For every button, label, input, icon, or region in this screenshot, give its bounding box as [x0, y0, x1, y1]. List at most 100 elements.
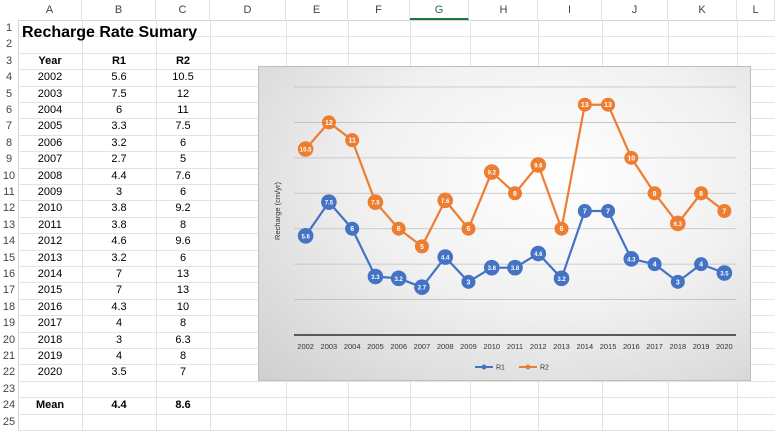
table-cell[interactable]: 3.8 [111, 218, 127, 231]
column-header-b[interactable]: B [82, 0, 156, 20]
column-header-g[interactable]: G [410, 0, 469, 20]
row-header-17[interactable]: 17 [0, 282, 19, 299]
column-header-c[interactable]: C [156, 0, 210, 20]
table-cell[interactable]: 2010 [37, 202, 63, 215]
table-cell[interactable]: 10 [176, 300, 190, 313]
table-cell[interactable]: 2016 [37, 300, 63, 313]
table-cell[interactable]: 2007 [37, 153, 63, 166]
table-cell[interactable]: 3 [115, 333, 123, 346]
row-header-4[interactable]: 4 [0, 69, 19, 86]
row-header-7[interactable]: 7 [0, 118, 19, 135]
table-cell[interactable]: 4 [115, 317, 123, 330]
table-cell[interactable]: 6.3 [175, 333, 191, 346]
table-cell[interactable]: 2003 [37, 87, 63, 100]
table-cell[interactable]: 9.6 [175, 235, 191, 248]
table-cell[interactable]: 4.3 [111, 300, 127, 313]
table-cell[interactable]: 5.6 [111, 71, 127, 84]
table-cell[interactable]: 2002 [37, 71, 63, 84]
table-cell[interactable]: 2009 [37, 186, 63, 198]
row-header-8[interactable]: 8 [0, 134, 19, 152]
column-header-d[interactable]: D [210, 0, 286, 20]
table-cell[interactable]: 2018 [37, 333, 63, 346]
row-header-24[interactable]: 24 [0, 397, 19, 414]
recharge-chart[interactable]: 2002 2003 2004 2005 2006 2007 2008 2009 2010 2011… [258, 66, 751, 381]
row-header-9[interactable]: 9 [0, 151, 19, 168]
table-cell[interactable]: 3.8 [111, 202, 127, 215]
table-cell[interactable]: 2006 [37, 136, 63, 149]
table-cell[interactable]: 12 [176, 87, 190, 100]
table-cell[interactable]: 2011 [38, 218, 62, 231]
table-cell[interactable]: 6 [179, 186, 187, 198]
column-header-k[interactable]: K [668, 0, 737, 20]
table-cell[interactable]: 4.4 [111, 169, 127, 182]
table-cell[interactable]: 8 [179, 350, 187, 362]
header-cell[interactable]: Year [38, 54, 62, 67]
table-cell[interactable]: 7.5 [111, 87, 127, 100]
table-cell[interactable]: 4 [115, 350, 123, 362]
table-cell[interactable]: 2005 [37, 120, 63, 133]
column-header-l[interactable]: L [737, 0, 775, 20]
table-cell[interactable]: 3.3 [111, 120, 127, 133]
row-header-15[interactable]: 15 [0, 249, 19, 266]
table-cell[interactable]: 2017 [37, 317, 63, 330]
table-cell[interactable]: 8 [179, 317, 187, 330]
table-cell[interactable]: 13 [176, 284, 190, 297]
row-header-10[interactable]: 10 [0, 167, 19, 184]
table-cell[interactable]: 10.5 [172, 71, 194, 84]
row-header-20[interactable]: 20 [0, 331, 19, 348]
sheet-title[interactable]: Recharge Rate Sumary [22, 24, 198, 41]
table-cell[interactable]: 9.2 [175, 202, 191, 215]
table-cell[interactable]: 8 [179, 218, 187, 231]
column-header-a[interactable]: A [18, 0, 82, 20]
row-header-3[interactable]: 3 [0, 52, 19, 70]
row-header-13[interactable]: 13 [0, 216, 19, 234]
row-header-18[interactable]: 18 [0, 298, 19, 316]
table-cell[interactable]: 7 [115, 268, 123, 280]
table-cell[interactable]: 2020 [37, 366, 63, 379]
table-cell[interactable]: 7.6 [175, 169, 191, 182]
column-header-j[interactable]: J [602, 0, 668, 20]
column-header-f[interactable]: F [348, 0, 410, 20]
column-header-i[interactable]: I [538, 0, 602, 20]
table-cell[interactable]: 2019 [37, 350, 63, 362]
table-cell[interactable]: 2008 [37, 169, 63, 182]
table-cell[interactable]: 7 [115, 284, 123, 297]
table-cell[interactable]: 3.2 [111, 251, 127, 264]
table-cell[interactable]: 2004 [37, 104, 63, 116]
mean-label-cell[interactable]: Mean [35, 399, 65, 412]
table-cell[interactable]: 6 [115, 104, 123, 116]
table-cell[interactable]: 13 [176, 268, 190, 280]
row-header-1[interactable]: 1 [0, 20, 19, 37]
table-cell[interactable]: 6 [179, 251, 187, 264]
column-header-h[interactable]: H [470, 0, 538, 20]
row-header-14[interactable]: 14 [0, 233, 19, 250]
row-header-21[interactable]: 21 [0, 348, 19, 365]
table-cell[interactable]: 3.5 [111, 366, 127, 379]
table-cell[interactable]: 11 [177, 104, 189, 116]
row-header-25[interactable]: 25 [0, 413, 19, 430]
header-cell[interactable]: R1 [111, 54, 127, 67]
row-header-12[interactable]: 12 [0, 200, 19, 217]
row-header-2[interactable]: 2 [0, 36, 19, 53]
table-cell[interactable]: 6 [179, 136, 187, 149]
table-cell[interactable]: 3 [115, 186, 123, 198]
table-cell[interactable]: 2015 [37, 284, 63, 297]
table-cell[interactable]: 3.2 [111, 136, 127, 149]
mean-r2-cell[interactable]: 8.6 [175, 399, 191, 412]
header-cell[interactable]: R2 [175, 54, 191, 67]
row-header-11[interactable]: 11 [0, 184, 19, 201]
row-header-16[interactable]: 16 [0, 266, 19, 283]
row-header-23[interactable]: 23 [0, 380, 19, 398]
table-cell[interactable]: 2014 [37, 268, 63, 280]
table-cell[interactable]: 2013 [37, 251, 63, 264]
row-header-6[interactable]: 6 [0, 102, 19, 119]
row-header-5[interactable]: 5 [0, 85, 19, 102]
table-cell[interactable]: 7.5 [175, 120, 191, 133]
table-cell[interactable]: 7 [179, 366, 187, 379]
table-cell[interactable]: 2012 [37, 235, 63, 248]
row-header-22[interactable]: 22 [0, 364, 19, 381]
table-cell[interactable]: 4.6 [111, 235, 127, 248]
mean-r1-cell[interactable]: 4.4 [111, 399, 127, 412]
table-cell[interactable]: 5 [179, 153, 187, 166]
column-header-e[interactable]: E [286, 0, 348, 20]
